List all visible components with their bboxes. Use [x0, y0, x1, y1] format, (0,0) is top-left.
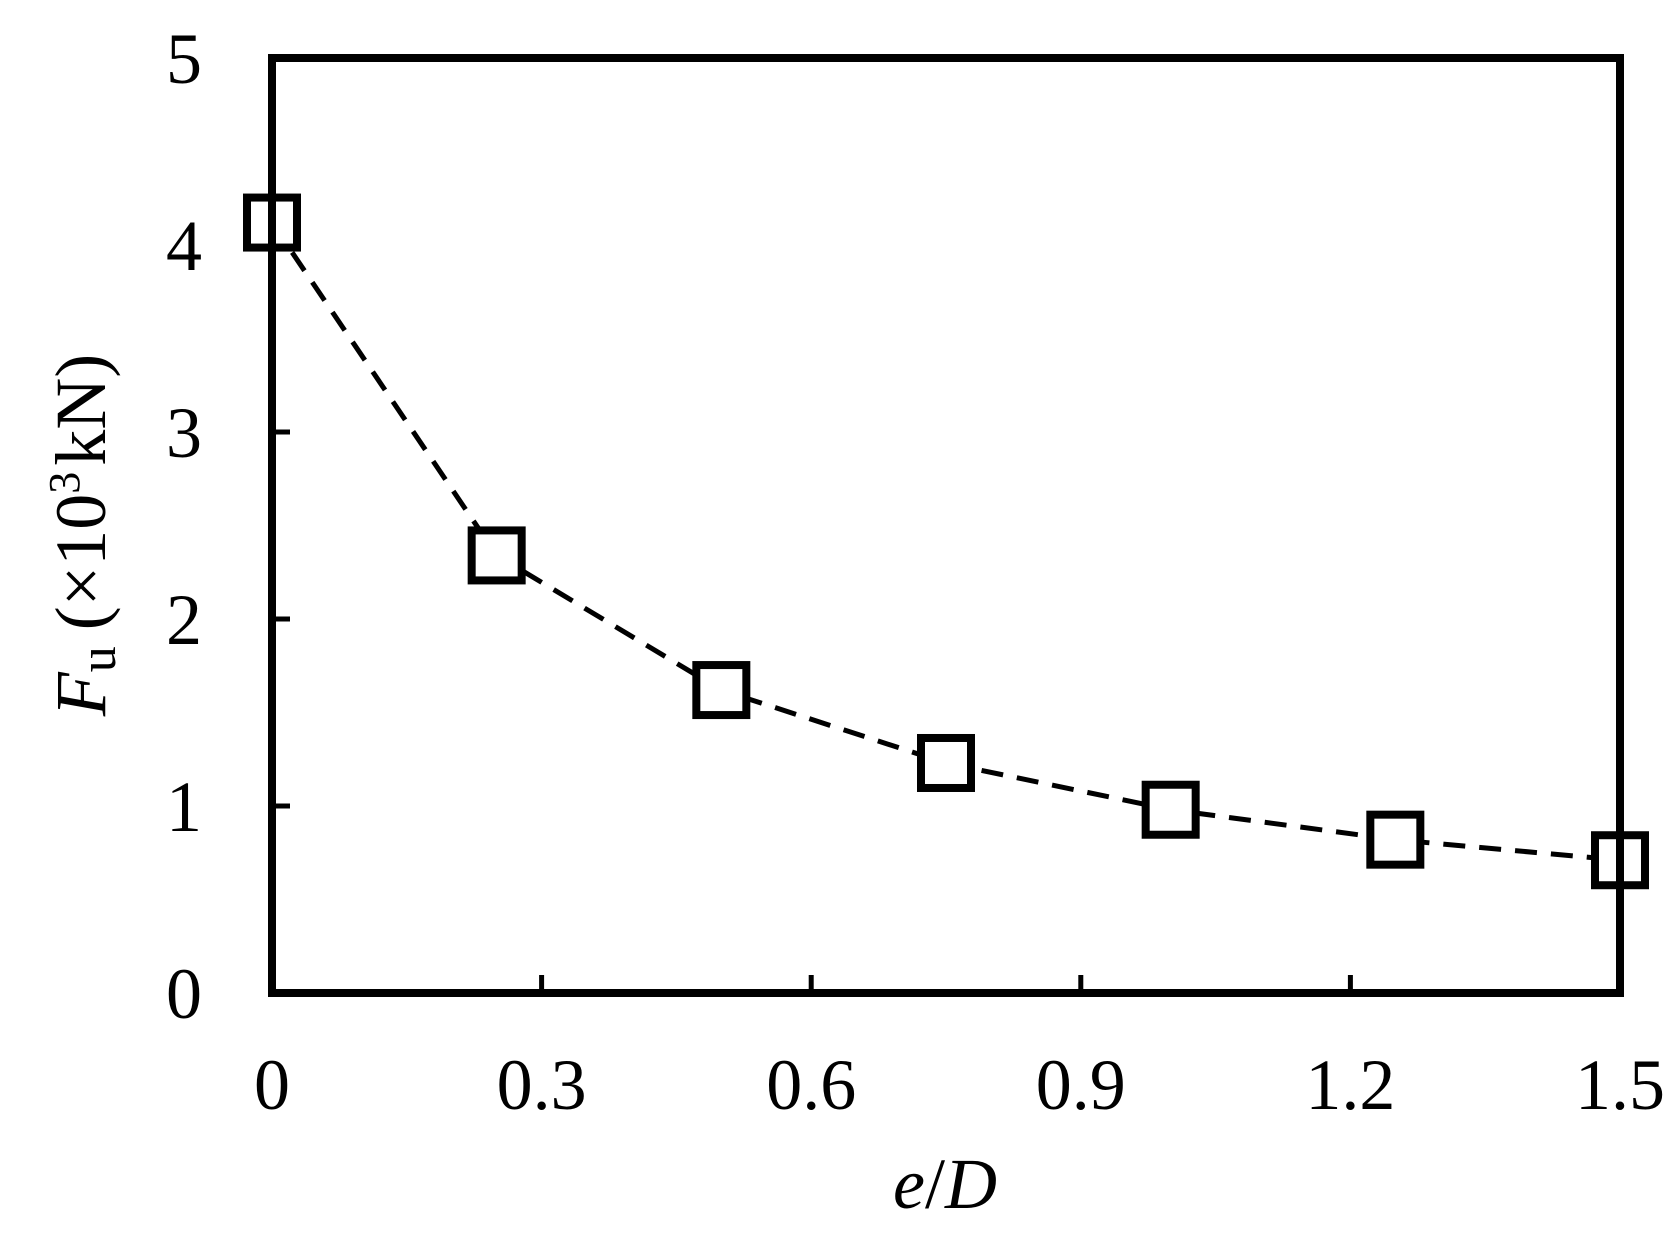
data-point-marker — [917, 733, 975, 792]
y-tick-label: 5 — [166, 19, 202, 99]
y-tick-label: 4 — [166, 206, 202, 286]
plot-frame — [268, 54, 1624, 997]
y-tick-label: 1 — [166, 767, 202, 847]
y-tick-label: 2 — [166, 580, 202, 660]
y-axis-unit-open: (×10 — [41, 494, 121, 631]
x-tick-label: 0.6 — [766, 1045, 856, 1125]
x-tick-label: 0.3 — [497, 1045, 587, 1125]
x-tick-label: 0.9 — [1036, 1045, 1126, 1125]
x-axis-title: e/D — [893, 1144, 997, 1224]
y-axis-title: Fu (×103 kN) — [40, 354, 127, 718]
y-axis-subscript: u — [70, 646, 127, 672]
data-point-marker — [1141, 780, 1200, 839]
x-tick-label: 0 — [254, 1045, 290, 1125]
markers-layer — [243, 193, 1649, 890]
data-point-marker — [692, 661, 751, 720]
y-axis-unit-superscript: 3 — [40, 472, 89, 494]
y-axis-var: F — [41, 671, 121, 717]
y-tick-label: 3 — [166, 393, 202, 473]
x-axis-var: e — [893, 1144, 925, 1224]
x-axis-var2: D — [944, 1144, 997, 1224]
tick-labels-layer: 0 0.3 0.6 0.9 1.2 1.5 0 1 2 3 4 5 — [166, 19, 1665, 1125]
data-point-marker — [1366, 810, 1425, 869]
data-point-marker — [467, 526, 526, 585]
x-tick-label: 1.2 — [1305, 1045, 1395, 1125]
y-tick-label: 0 — [166, 954, 202, 1034]
x-axis-separator: / — [925, 1144, 945, 1224]
y-axis-unit-close: kN) — [41, 354, 121, 466]
x-tick-label: 1.5 — [1575, 1045, 1665, 1125]
